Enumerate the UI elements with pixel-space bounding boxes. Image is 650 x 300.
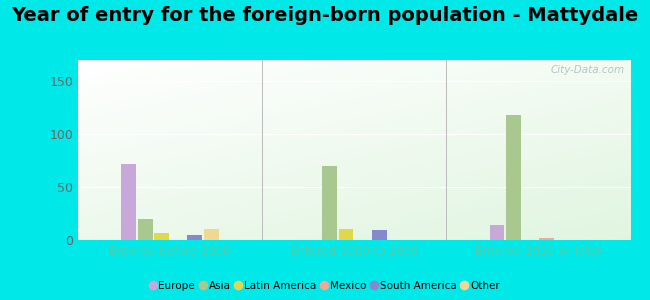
Bar bbox=[187, 235, 202, 240]
Text: City-Data.com: City-Data.com bbox=[551, 65, 625, 75]
Bar bbox=[489, 225, 504, 240]
Bar bbox=[322, 166, 337, 240]
Legend: Europe, Asia, Latin America, Mexico, South America, Other: Europe, Asia, Latin America, Mexico, Sou… bbox=[146, 276, 504, 295]
Bar bbox=[204, 230, 219, 240]
Bar bbox=[506, 115, 521, 240]
Bar bbox=[372, 230, 387, 240]
Bar bbox=[138, 219, 153, 240]
Bar bbox=[339, 230, 354, 240]
Bar bbox=[121, 164, 136, 240]
Bar bbox=[540, 238, 554, 240]
Bar bbox=[154, 232, 169, 240]
Text: Year of entry for the foreign-born population - Mattydale: Year of entry for the foreign-born popul… bbox=[12, 6, 638, 25]
